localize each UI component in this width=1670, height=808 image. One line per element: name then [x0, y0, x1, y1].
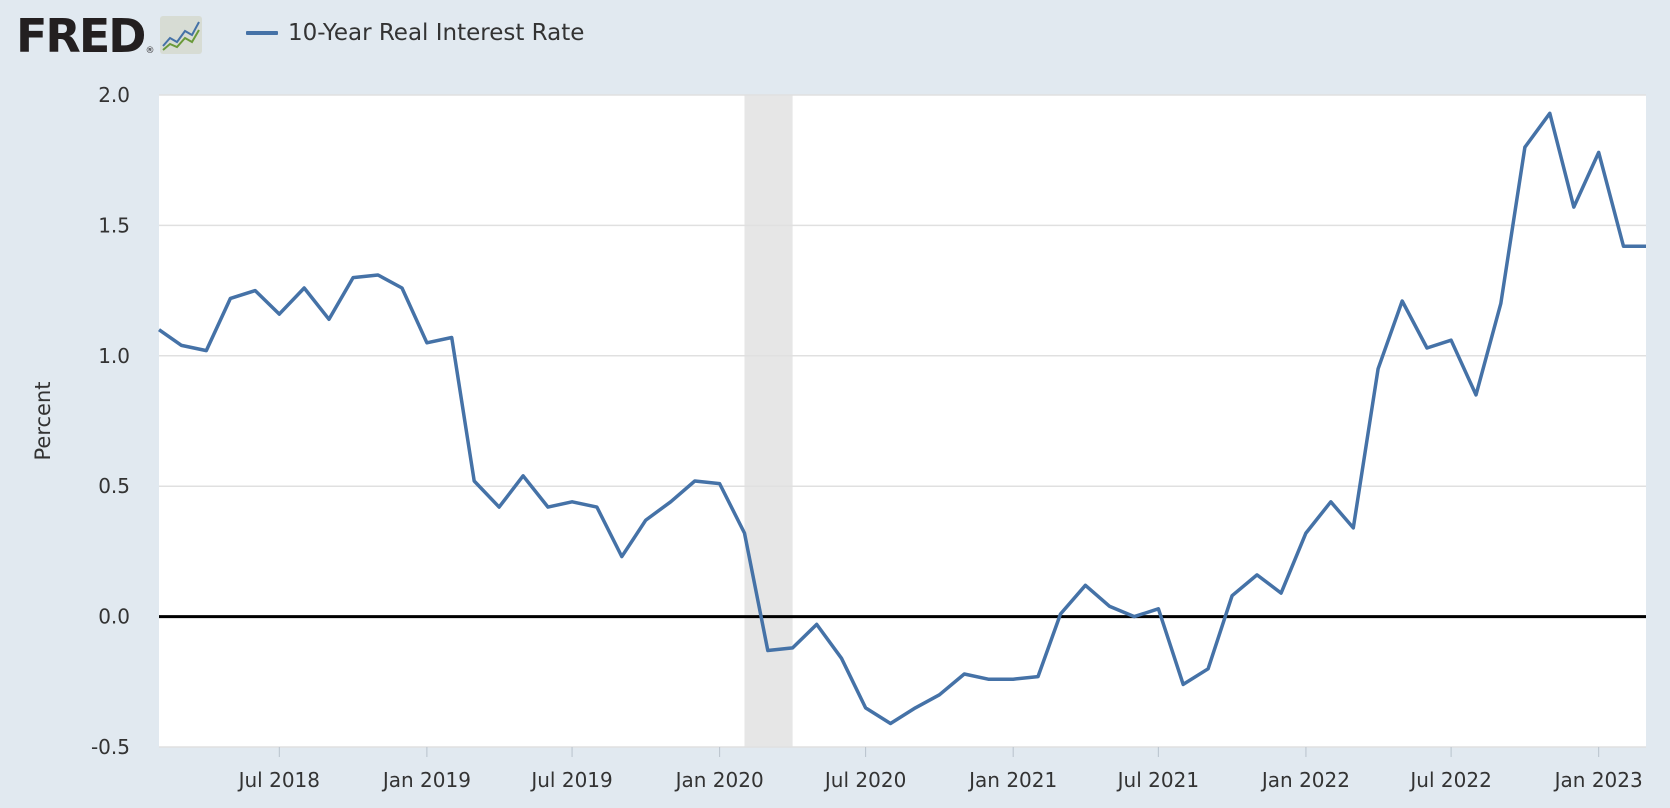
x-tick-label: Jan 2020 [674, 768, 764, 792]
fred-logo[interactable]: FRED ® [16, 9, 203, 63]
series-layer [157, 111, 1646, 726]
recession-band [744, 95, 793, 747]
y-tick-label: 0.0 [98, 605, 130, 629]
y-tick-label: 0.5 [98, 474, 130, 498]
y-tick-label: -0.5 [91, 735, 130, 759]
x-tick-label: Jul 2021 [1116, 768, 1199, 792]
x-tick-label: Jul 2018 [237, 768, 320, 792]
y-tick-label: 1.0 [98, 344, 130, 368]
legend-label: 10-Year Real Interest Rate [288, 20, 585, 46]
fred-logo-text: FRED [16, 9, 146, 63]
y-tick-label: 1.5 [98, 213, 130, 237]
series-line [157, 111, 1646, 726]
legend-swatch [246, 31, 278, 35]
plot-area [159, 95, 1646, 747]
y-axis-title: Percent [31, 381, 55, 460]
x-tick-label: Jan 2022 [1260, 768, 1350, 792]
x-tick-label: Jul 2019 [529, 768, 612, 792]
x-tick-label: Jan 2023 [1553, 768, 1643, 792]
y-axis-ticks: -0.5 0.0 0.5 1.0 1.5 2.0 [91, 83, 130, 759]
x-tick-label: Jul 2022 [1408, 768, 1491, 792]
gridlines [159, 94, 1646, 748]
chart-header: FRED ® 10-Year Real Interest Rate [0, 0, 1670, 80]
recession-shading-layer [744, 95, 793, 747]
y-tick-label: 2.0 [98, 83, 130, 107]
registered-mark: ® [145, 46, 155, 56]
chart-legend: 10-Year Real Interest Rate [246, 20, 584, 46]
line-chart-icon [160, 16, 203, 58]
x-tick-label: Jan 2021 [967, 768, 1057, 792]
x-axis-ticks: Jul 2018 Jan 2019 Jul 2019 Jan 2020 Jul 2020… [237, 747, 1643, 792]
x-tick-label: Jul 2020 [823, 768, 906, 792]
x-tick-label: Jan 2019 [381, 768, 471, 792]
